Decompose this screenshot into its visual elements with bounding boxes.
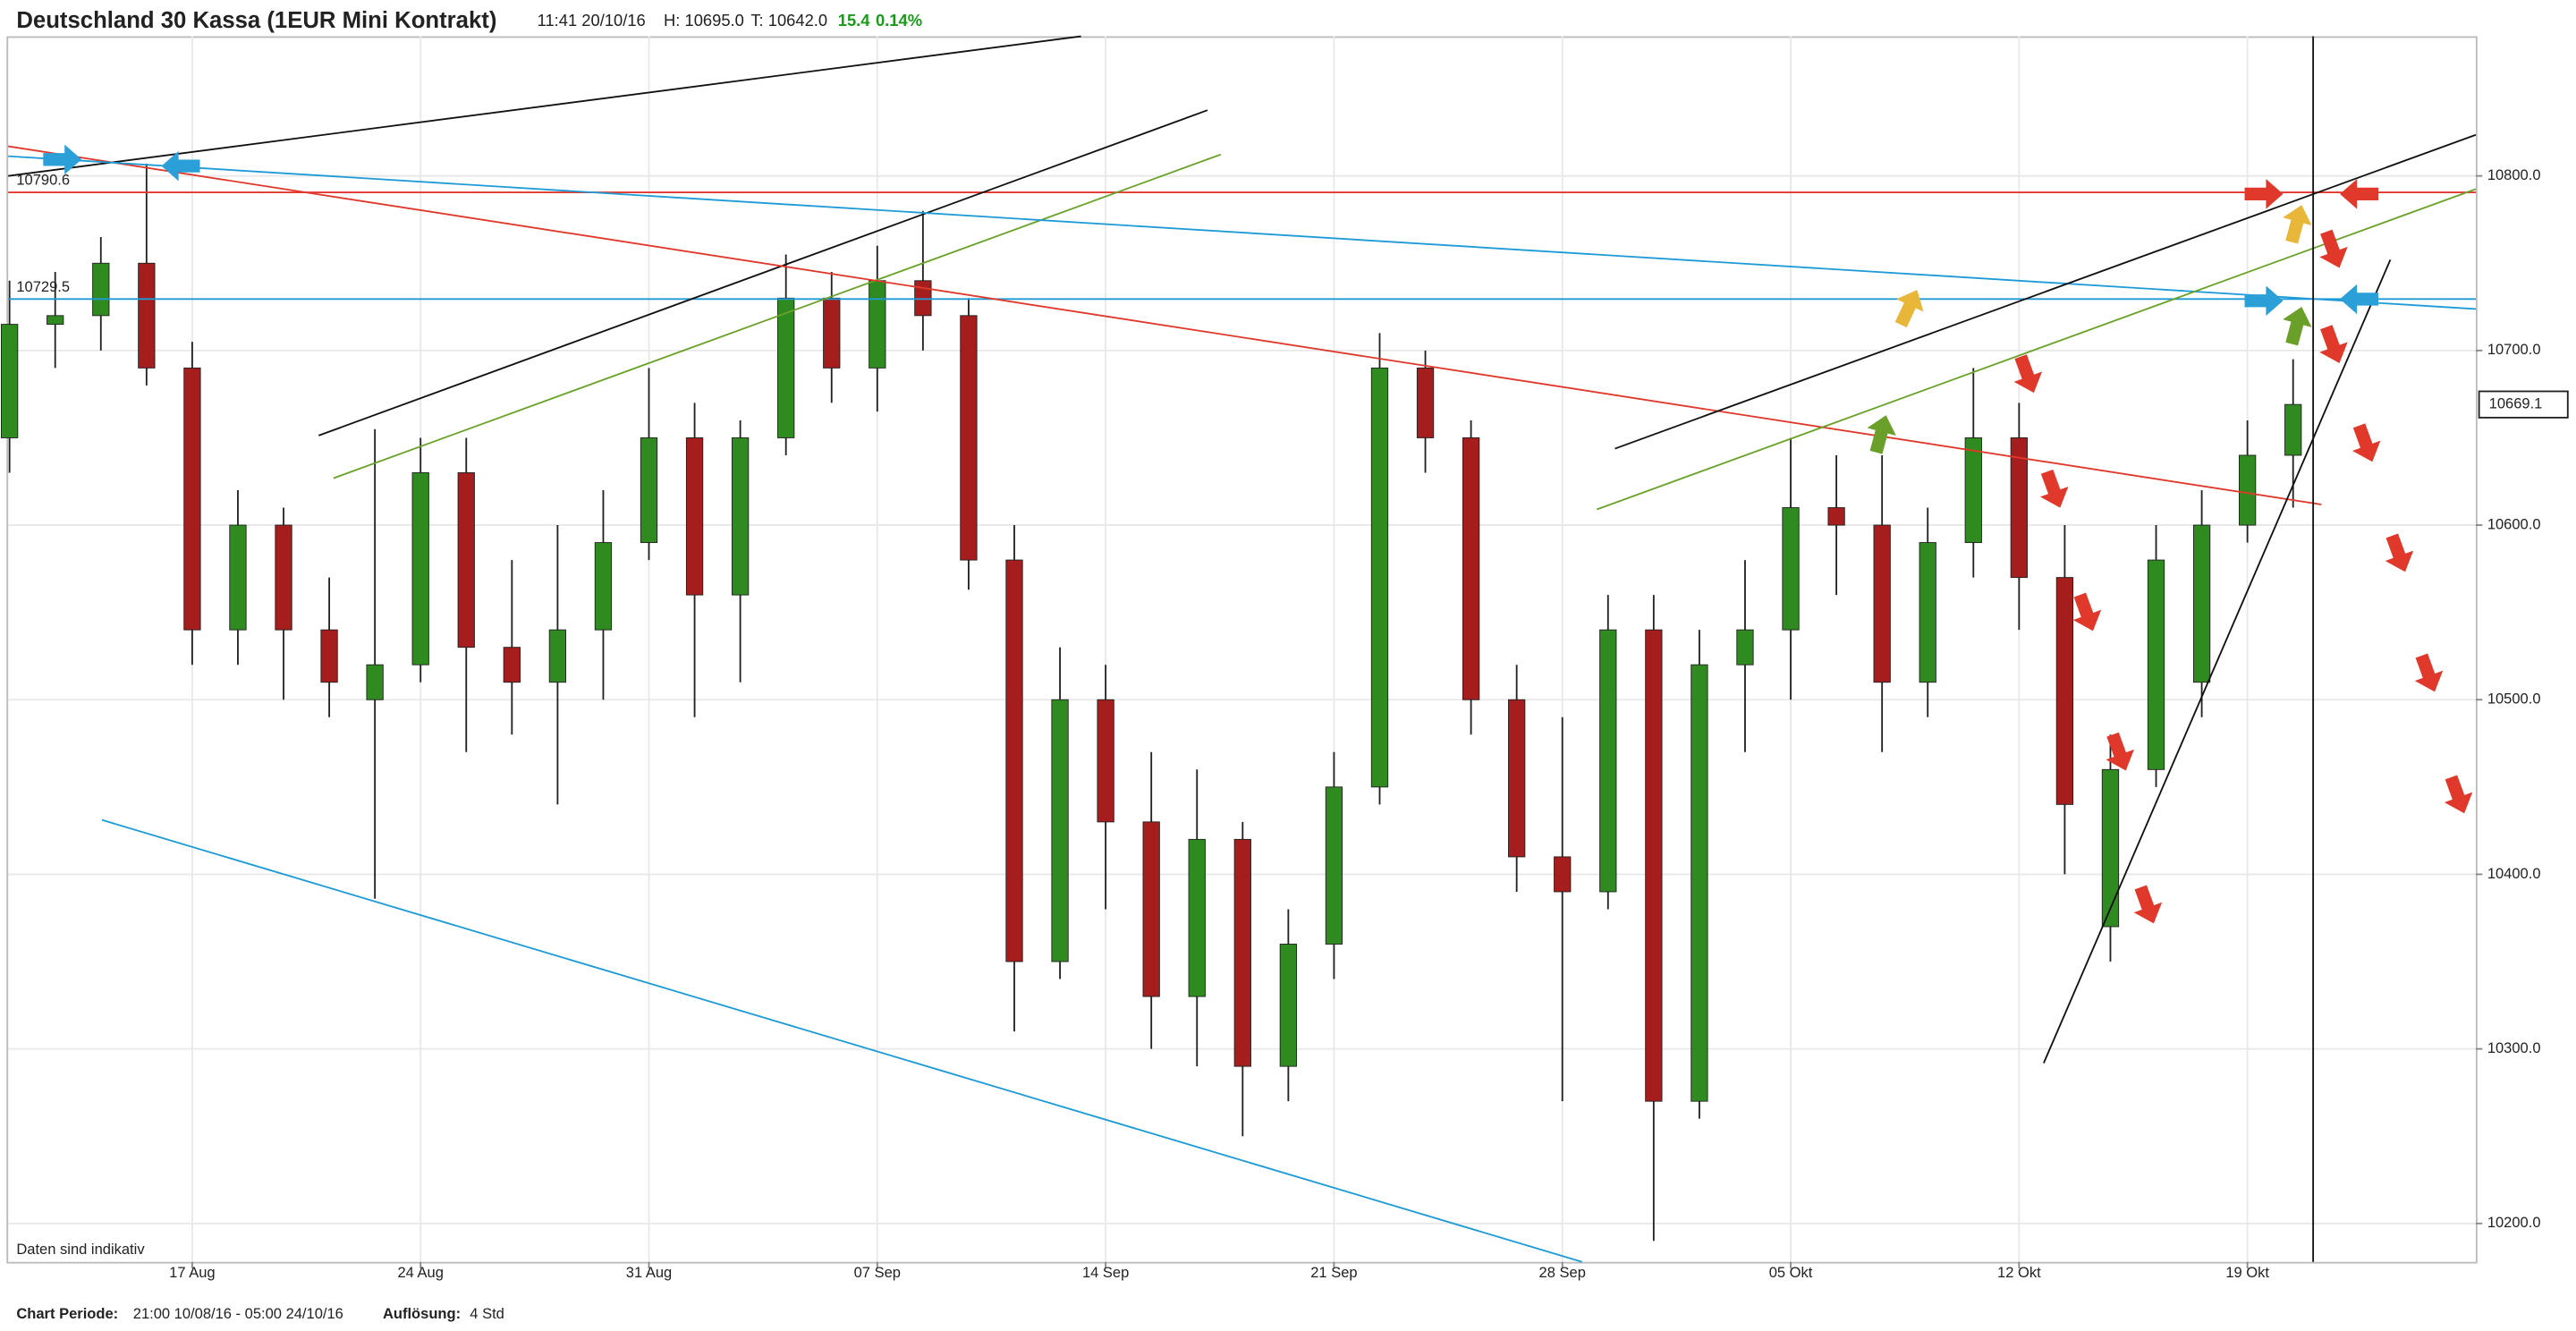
trend-line <box>8 35 1081 177</box>
period-label: Chart Periode: <box>16 1305 118 1322</box>
x-tick-label: 24 Aug <box>397 1264 443 1281</box>
plot-frame <box>6 36 2478 1264</box>
candle-body <box>1554 856 1572 893</box>
candle-body <box>640 437 658 544</box>
trend-line <box>2043 259 2392 1064</box>
axes: 10200.0 10300.0 10400.0 10500.0 10600.0 10700… <box>169 166 2569 1281</box>
change-pct: 0.14% <box>876 11 922 30</box>
y-tick-label: 10800.0 <box>2487 166 2541 183</box>
high: H: 10695.0 <box>664 11 744 30</box>
candle-body <box>1645 629 1663 1102</box>
x-tick-label: 21 Sep <box>1310 1264 1357 1281</box>
candle-body <box>1782 507 1800 631</box>
candle-body <box>411 472 429 666</box>
last-price-label: 10669.1 <box>2489 395 2543 412</box>
candle-body <box>1325 786 1343 945</box>
candle-body <box>777 297 795 438</box>
x-tick-label: 12 Okt <box>1997 1264 2041 1281</box>
trend-line <box>8 155 2477 310</box>
candle-body <box>366 664 384 700</box>
candle-body <box>1462 437 1480 700</box>
x-tick-label: 28 Sep <box>1539 1264 1586 1281</box>
time: 11:41 20/10/16 <box>538 11 646 30</box>
candle-body <box>914 280 932 317</box>
candle-body <box>548 629 567 683</box>
low: T: 10642.0 <box>750 11 827 30</box>
x-tick-label: 19 Okt <box>2225 1264 2269 1281</box>
candle-body <box>1873 524 1891 683</box>
candle-body <box>1188 838 1206 997</box>
candle-body <box>275 524 292 631</box>
price-line-label: 10790.6 <box>16 172 70 189</box>
y-tick-label: 10500.0 <box>2487 691 2541 708</box>
candle-body <box>2284 403 2302 456</box>
x-tick-label: 05 Okt <box>1769 1264 1813 1281</box>
y-tick-label: 10600.0 <box>2487 515 2541 532</box>
period: 21:00 10/08/16 - 05:00 24/10/16 <box>133 1305 343 1322</box>
candle-body <box>1 324 19 438</box>
x-tick-label: 07 Sep <box>854 1264 901 1281</box>
price-lines: 10790.6 10729.5 <box>8 172 2476 301</box>
y-tick-label: 10200.0 <box>2487 1214 2541 1231</box>
candles <box>1 164 2302 1242</box>
x-tick-label: 14 Sep <box>1082 1264 1129 1281</box>
chart-title: Deutschland 30 Kassa (1EUR Mini Kontrakt… <box>16 8 496 33</box>
candle-body <box>1508 699 1526 858</box>
candle-body <box>1142 821 1160 997</box>
note: Daten sind indikativ <box>16 1241 145 1258</box>
candle-body <box>229 524 247 631</box>
change: 15.4 <box>838 11 871 30</box>
candle-body <box>1051 699 1069 962</box>
candle-body <box>47 315 64 326</box>
trend-line <box>1614 133 2477 450</box>
candle-body <box>457 472 475 649</box>
candle-body <box>2010 437 2028 579</box>
candle-body <box>2101 768 2120 928</box>
candle-body <box>2055 577 2074 805</box>
candle-body <box>869 280 886 369</box>
trend-line <box>8 145 2322 505</box>
candle-body <box>183 367 201 631</box>
candle-body <box>1416 367 1435 438</box>
y-tick-label: 10400.0 <box>2487 865 2541 882</box>
candle-body <box>1690 664 1708 1102</box>
resolution-label: Auflösung: <box>383 1305 461 1322</box>
candle-body <box>731 437 750 596</box>
candle-body <box>320 629 338 683</box>
candle-body <box>1736 629 1754 666</box>
resolution: 4 Std <box>470 1305 504 1322</box>
last-price-box <box>2478 390 2569 419</box>
candle-body <box>2239 454 2257 526</box>
candle-body <box>1919 542 1936 683</box>
candle-body <box>1370 367 1389 788</box>
candle-body <box>685 437 704 596</box>
y-tick-label: 10300.0 <box>2487 1039 2541 1056</box>
trend-line <box>333 153 1222 479</box>
candle-body <box>1279 944 1298 1067</box>
candle-body <box>823 297 841 369</box>
candle-body <box>594 542 613 631</box>
candle-body <box>1005 559 1023 962</box>
candle-body <box>960 315 978 561</box>
candle-body <box>2192 524 2211 683</box>
candle-body <box>2147 559 2165 770</box>
trend-line <box>318 109 1208 437</box>
candle-body <box>1599 629 1617 893</box>
trend-line <box>101 818 1583 1263</box>
price-line-label: 10729.5 <box>16 278 70 295</box>
candle-body <box>1964 437 1982 544</box>
x-tick-label: 17 Aug <box>169 1264 215 1281</box>
candle-body <box>1827 507 1845 526</box>
candle-body <box>138 262 156 369</box>
y-tick-label: 10700.0 <box>2487 341 2541 358</box>
x-tick-label: 31 Aug <box>626 1264 672 1281</box>
candle-body <box>503 647 521 683</box>
candle-body <box>1233 838 1251 1067</box>
candle-body <box>1097 699 1114 823</box>
candle-body <box>92 262 110 317</box>
